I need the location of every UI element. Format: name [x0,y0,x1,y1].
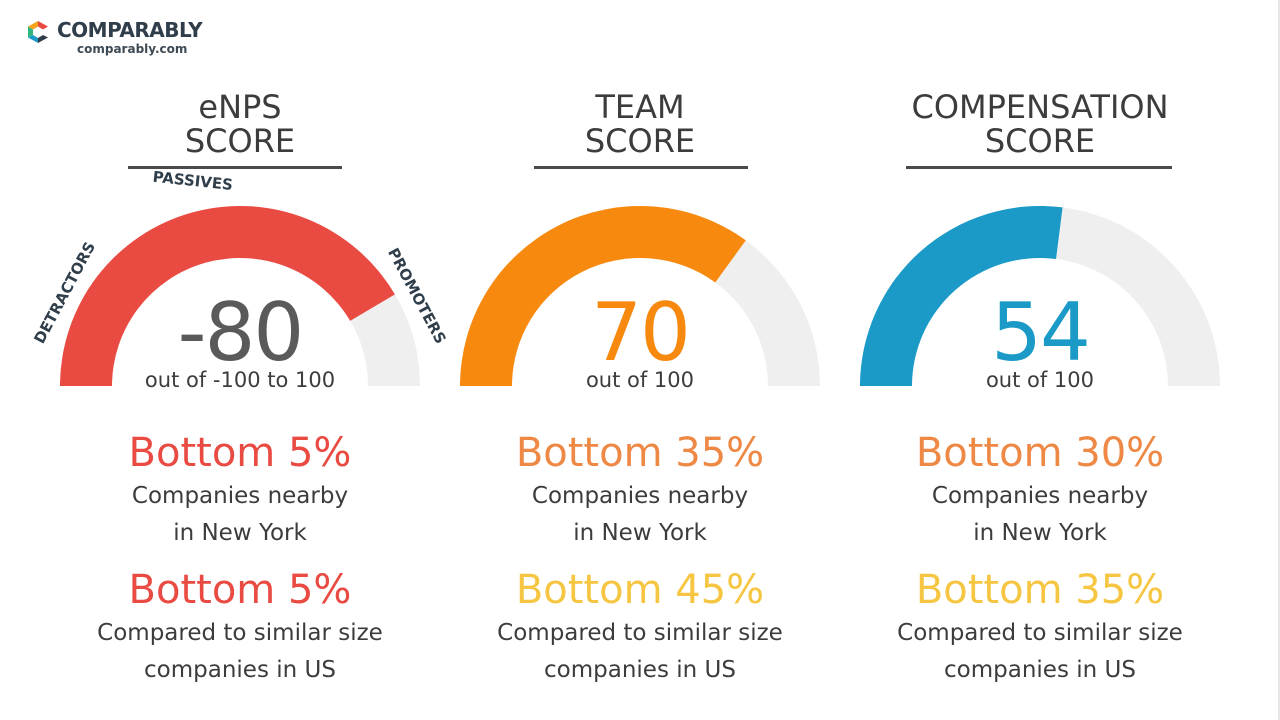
brand-url: comparably.com [77,42,188,56]
compensation-gauge-fill [860,206,1063,386]
logo-segment-green [28,26,33,38]
compensation-gauge [860,206,1220,386]
enps-rank-similar-line1: Compared to similar size [97,620,383,646]
team-score-range: out of 100 [585,368,695,392]
team-title: TEAM SCORE [584,88,696,160]
team-score-value: 70 [591,286,691,379]
team-score-panel: TEAM SCORE 70 out of 100 Bottom 35% Comp… [420,0,860,720]
enps-rank-similar-desc: Compared to similar size companies in US [20,615,460,689]
enps-rank-nearby-line1: Companies nearby [131,483,349,509]
compensation-gauge-track [1056,207,1220,386]
team-gauge [460,206,820,386]
compensation-score-panel: COMPENSATION SCORE 54 out of 100 Bottom … [820,0,1260,720]
brand-name: COMPARABLY [57,18,203,42]
team-gauge-fill [460,206,746,386]
compensation-score-value: 54 [991,286,1091,379]
compensation-title: COMPENSATION SCORE [911,88,1169,160]
page-border [1278,0,1280,720]
compensation-rank-nearby-desc: Companies nearby in New York [820,478,1260,552]
enps-rank-nearby-line2: in New York [173,520,307,546]
team-title-underline [534,166,748,169]
comparably-logo-icon [28,21,48,43]
team-rank-similar: Bottom 45% [515,567,765,613]
compensation-rank-similar-line2: companies in US [944,657,1136,683]
enps-title-underline [128,166,342,169]
enps-rank-nearby-desc: Companies nearby in New York [20,478,460,552]
logo-segment-red [38,21,48,30]
logo-segment-orange [28,21,38,30]
team-rank-nearby-line2: in New York [573,520,707,546]
compensation-rank-similar: Bottom 35% [915,567,1165,613]
logo-segment-blue [28,35,38,43]
compensation-rank-similar-line1: Compared to similar size [897,620,1183,646]
team-rank-nearby-desc: Companies nearby in New York [420,478,860,552]
enps-rank-nearby: Bottom 5% [128,430,352,476]
logo-segment-navy [38,35,48,43]
enps-rank-similar-line2: companies in US [144,657,336,683]
compensation-rank-similar-desc: Compared to similar size companies in US [820,615,1260,689]
enps-score-value: -80 [177,286,305,379]
enps-title: eNPS SCORE [184,88,296,160]
compensation-rank-nearby-line2: in New York [973,520,1107,546]
compensation-rank-nearby-line1: Companies nearby [931,483,1149,509]
enps-score-panel: eNPS SCORE DETRACTORS PASSIVES PROMOTERS -… [20,0,460,720]
team-gauge-track [715,240,820,386]
compensation-title-underline [906,166,1172,169]
enps-gauge-fill [60,206,395,386]
enps-arc-label-passives: PASSIVES [152,168,234,194]
team-rank-similar-desc: Compared to similar size companies in US [420,615,860,689]
compensation-rank-nearby: Bottom 30% [915,430,1165,476]
enps-gauge-track [350,294,420,386]
enps-score-range: out of -100 to 100 [144,368,336,392]
compensation-score-range: out of 100 [985,368,1095,392]
team-rank-nearby: Bottom 35% [515,430,765,476]
team-rank-nearby-line1: Companies nearby [531,483,749,509]
team-rank-similar-line2: companies in US [544,657,736,683]
team-rank-similar-line1: Compared to similar size [497,620,783,646]
enps-rank-similar: Bottom 5% [128,567,352,613]
